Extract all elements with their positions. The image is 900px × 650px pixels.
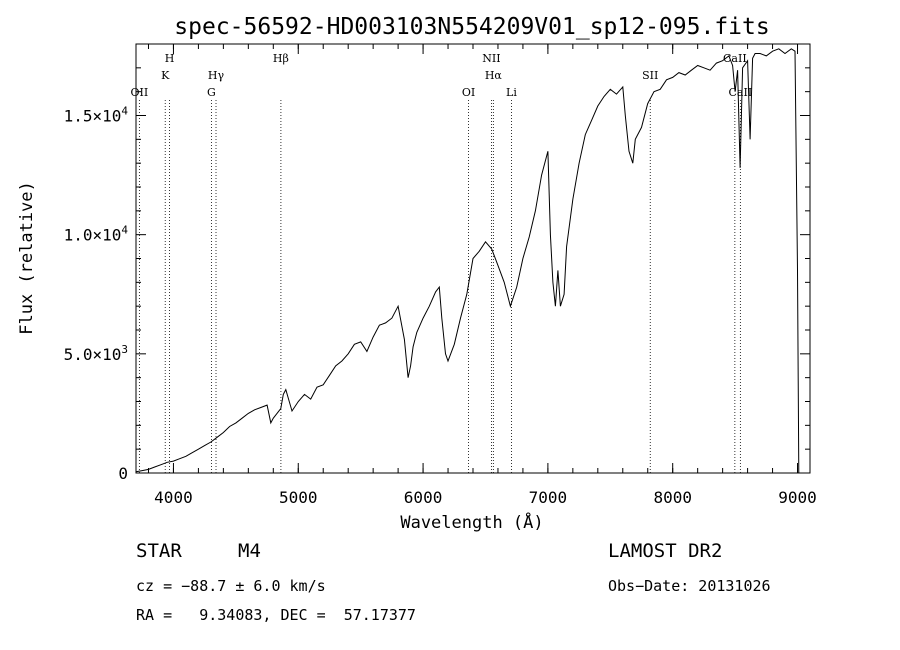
line-label-2: H (165, 52, 175, 65)
y-tick-label-1: 5.0×103 (64, 343, 128, 364)
spectral-line-markers (138, 100, 741, 473)
object-subclass: M4 (238, 540, 261, 562)
line-label-3: G (207, 86, 216, 99)
line-label-10: SII (642, 69, 658, 82)
line-label-4: Hγ (208, 69, 225, 82)
line-label-8: Hα (485, 69, 503, 82)
chart-title: spec-56592-HD003103N554209V01_sp12-095.f… (174, 14, 769, 40)
x-axis-label: Wavelength (Å) (400, 511, 543, 533)
x-tick-label-1: 5000 (279, 488, 318, 507)
x-tick-label-3: 7000 (529, 488, 568, 507)
x-axis: 4000 5000 6000 7000 8000 9000 (147, 44, 817, 507)
line-label-5: Hβ (273, 52, 289, 65)
y-tick-label-0: 0 (118, 464, 128, 483)
x-tick-label-5: 9000 (778, 488, 817, 507)
object-class: STAR (136, 540, 182, 562)
line-label-0: OII (131, 86, 149, 99)
line-label-1: K (161, 69, 170, 82)
y-tick-label-2: 1.0×104 (64, 224, 129, 245)
y-axis-label: Flux (relative) (17, 181, 37, 335)
x-tick-label-2: 6000 (404, 488, 443, 507)
survey-name: LAMOST DR2 (608, 540, 723, 562)
y-tick-label-3: 1.5×104 (64, 105, 129, 126)
x-tick-label-0: 4000 (154, 488, 193, 507)
observation-date: Obs−Date: 20131026 (608, 577, 771, 595)
ra-dec: RA = 9.34083, DEC = 57.17377 (136, 606, 416, 624)
x-tick-label-4: 8000 (653, 488, 692, 507)
redshift-cz: cz = −88.7 ± 6.0 km/s (136, 577, 326, 595)
line-label-7: NII (482, 52, 500, 65)
spectrum-line (135, 48, 800, 474)
line-label-9: Li (506, 86, 517, 99)
line-label-11: CaII (723, 52, 747, 65)
y-axis: 0 5.0×103 1.0×104 1.5×104 (64, 67, 810, 483)
line-label-6: OI (462, 86, 475, 99)
